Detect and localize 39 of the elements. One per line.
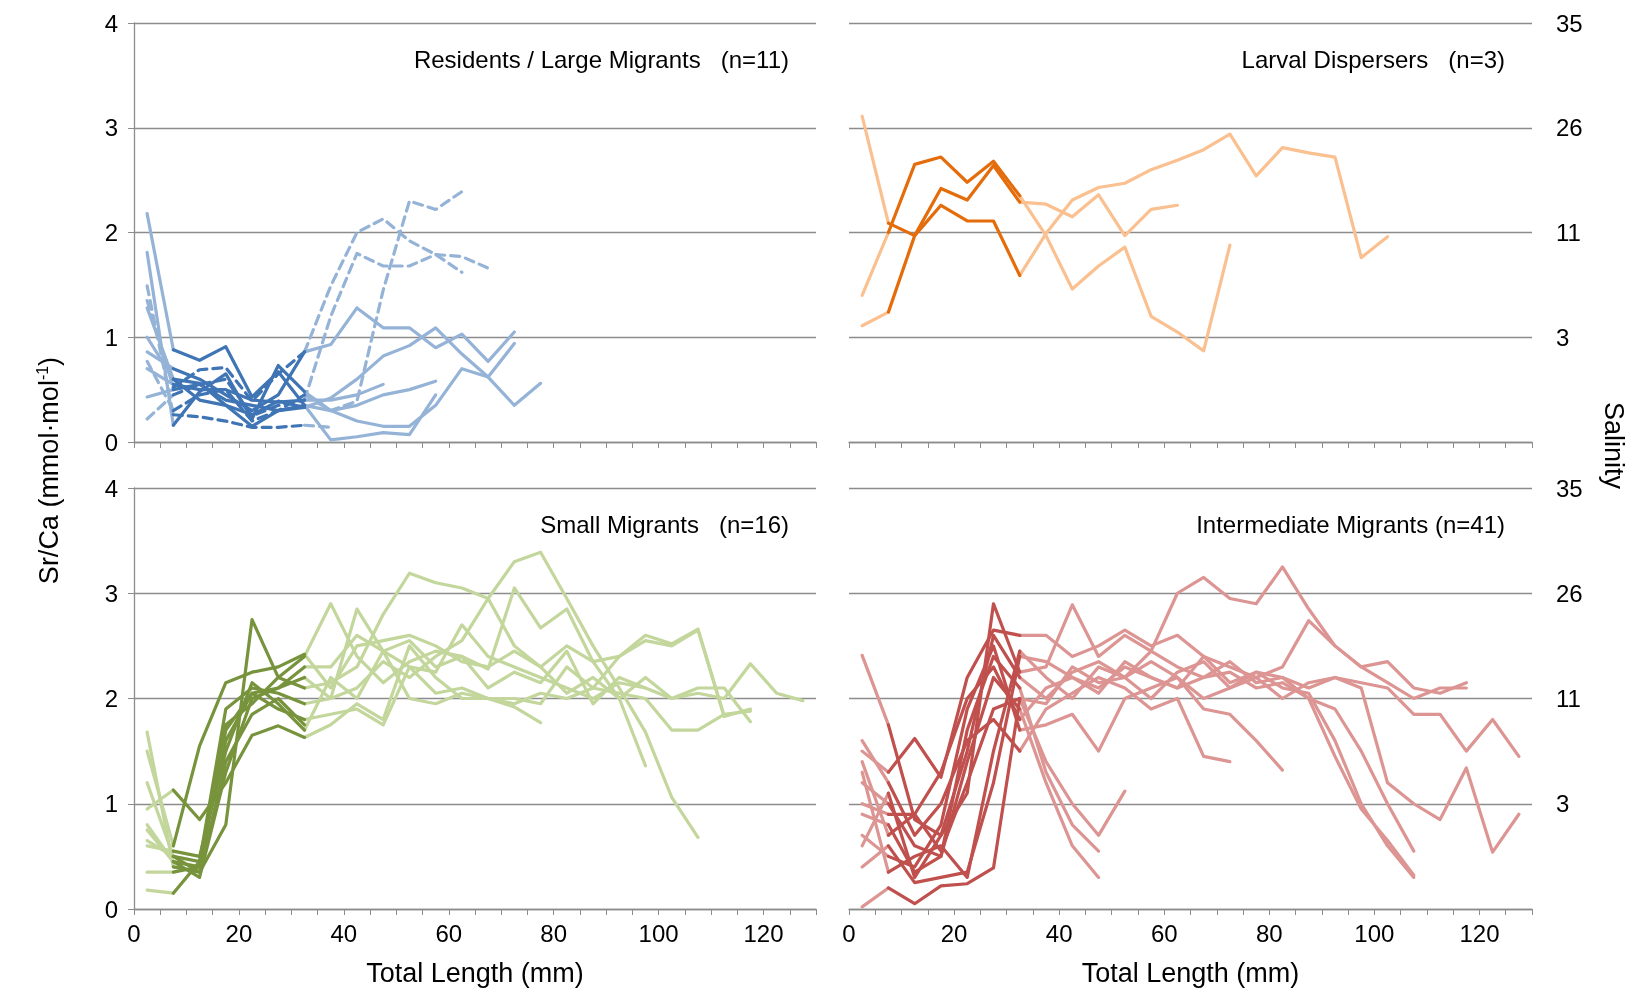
text: 35 xyxy=(1556,9,1583,37)
y-tick-label: 0 xyxy=(104,428,118,456)
text: Larval Dispersers (n=3) xyxy=(1241,45,1506,73)
x-tick-label: 40 xyxy=(1045,919,1073,947)
x-tick-label: 60 xyxy=(435,919,463,947)
x-tick-label: 120 xyxy=(1459,919,1500,947)
text: 3 xyxy=(1556,323,1570,351)
text: 26 xyxy=(1556,114,1583,142)
y-tick-label: 3 xyxy=(104,579,118,607)
x-tick-label: 100 xyxy=(1354,919,1395,947)
x-tick-label: 80 xyxy=(1255,919,1283,947)
x-tick-label: 20 xyxy=(225,919,253,947)
x-tick-label: 0 xyxy=(127,919,141,947)
text: Intermediate Migrants (n=41) xyxy=(1196,510,1505,538)
text: 3 xyxy=(1556,790,1570,818)
x-tick-label: 100 xyxy=(638,919,679,947)
x-tick-label: 40 xyxy=(330,919,358,947)
y-tick-label: 3 xyxy=(104,114,118,142)
text: 11 xyxy=(1556,685,1581,712)
x-axis-title: Total Length (mm) xyxy=(366,957,584,988)
y-tick-label: 4 xyxy=(104,9,118,37)
text: 11 xyxy=(1556,219,1581,246)
y-tick-label: 2 xyxy=(104,219,118,246)
y2-axis-title: Salinity xyxy=(1598,401,1630,489)
y-tick-label: 1 xyxy=(104,790,118,818)
x-tick-label: 80 xyxy=(540,919,568,947)
y-tick-label: 2 xyxy=(104,685,118,712)
y-tick-label: 0 xyxy=(104,895,118,923)
x-axis-title: Total Length (mm) xyxy=(1081,957,1300,988)
text: Residents / Large Migrants (n=11) xyxy=(413,45,790,73)
x-tick-label: 20 xyxy=(940,919,968,947)
text: 26 xyxy=(1556,579,1583,607)
x-tick-label: 60 xyxy=(1150,919,1178,947)
x-tick-label: 120 xyxy=(743,919,784,947)
text: Small Migrants (n=16) xyxy=(540,510,790,538)
y-tick-label: 1 xyxy=(104,323,118,351)
text: 35 xyxy=(1556,474,1583,502)
y-tick-label: 4 xyxy=(104,474,118,502)
x-tick-label: 0 xyxy=(842,919,856,947)
